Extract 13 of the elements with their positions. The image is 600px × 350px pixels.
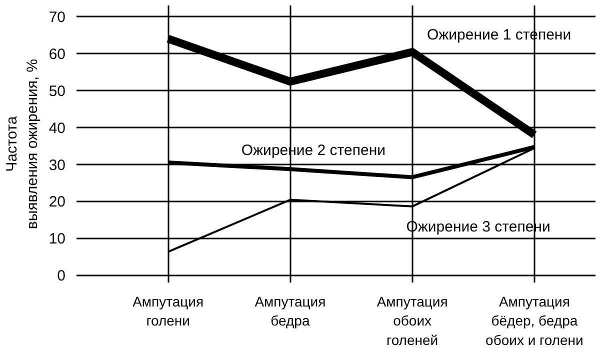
- x-tick-label: Ампутация голени: [132, 294, 204, 329]
- y-tick-label: 40: [48, 120, 66, 137]
- y-tick-label: 10: [48, 230, 66, 248]
- x-tick-label: Ампутация обоих голеней: [376, 294, 448, 348]
- y-tick-label: 60: [48, 46, 66, 64]
- x-tick-label: Ампутация бедра: [254, 294, 326, 329]
- y-tick-label: 20: [48, 194, 66, 211]
- y-tick-label: 30: [48, 156, 66, 174]
- y-tick-label: 70: [48, 9, 66, 26]
- y-tick-label: 50: [48, 82, 66, 100]
- x-tick-label: Ампутация бёдер, бедра обоих и голени: [486, 294, 584, 348]
- y-tick-label: 0: [57, 268, 66, 285]
- y-axis-title: Частота выявления ожирения, %: [3, 58, 41, 230]
